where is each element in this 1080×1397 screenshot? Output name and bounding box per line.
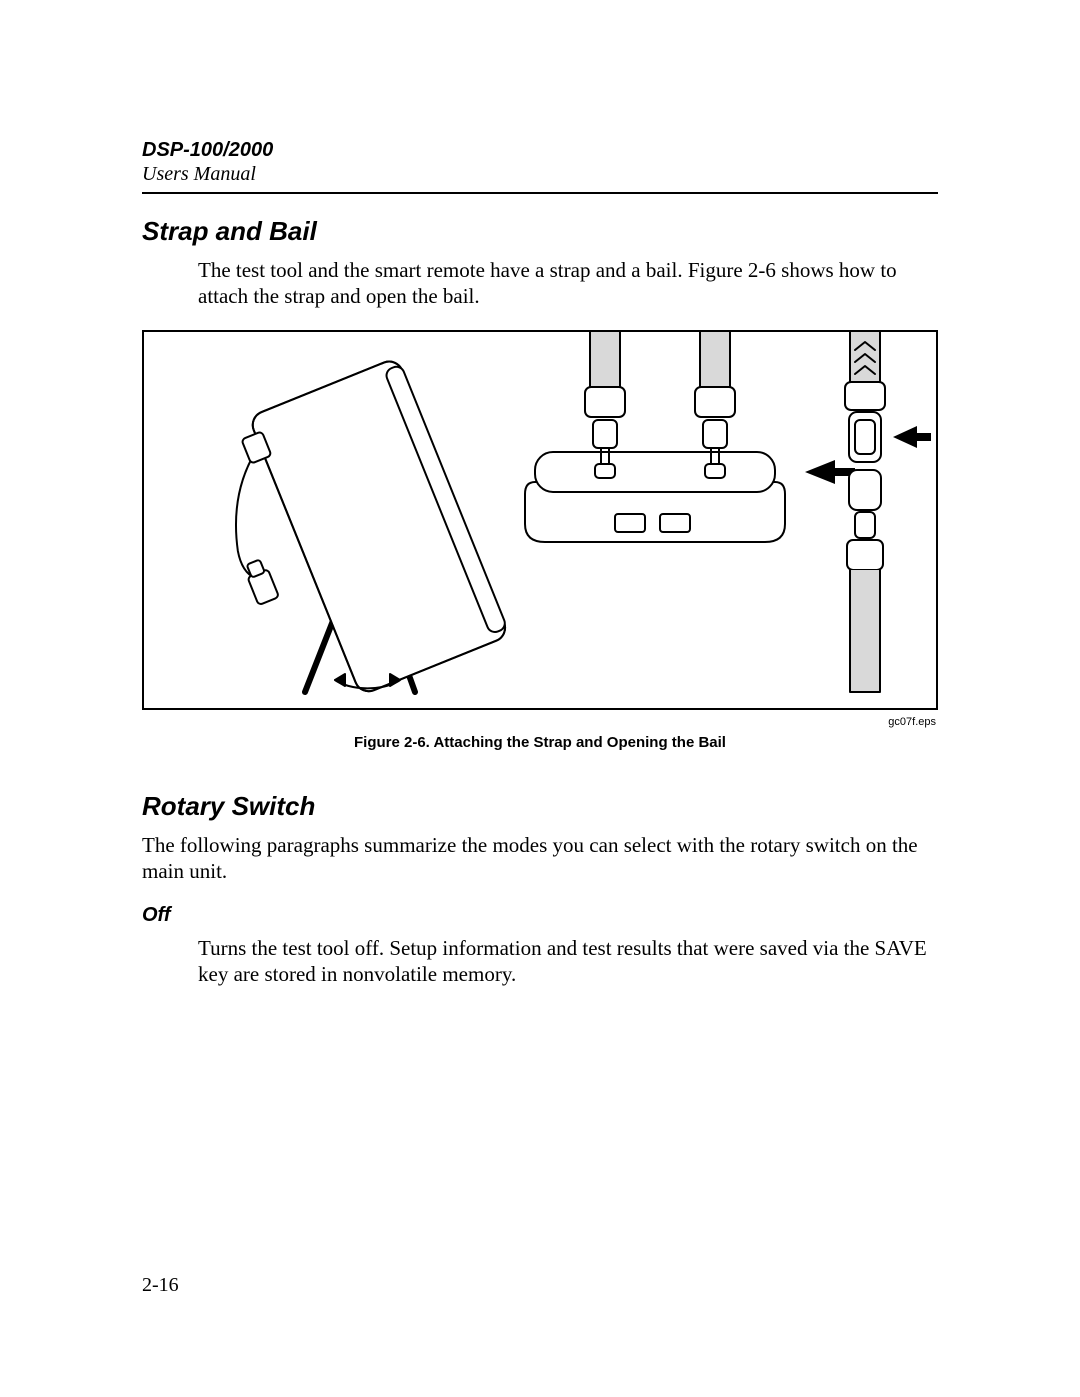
page-header: DSP-100/2000 Users Manual	[142, 138, 938, 186]
strap-bail-diagram-icon	[144, 332, 936, 708]
manual-page: DSP-100/2000 Users Manual Strap and Bail…	[0, 0, 1080, 1397]
section-rotary-switch-body: The following paragraphs summarize the m…	[142, 832, 938, 885]
section-strap-and-bail-title: Strap and Bail	[142, 216, 938, 247]
subsection-off-body: Turns the test tool off. Setup informati…	[198, 935, 938, 988]
figure-2-6	[142, 330, 938, 710]
header-rule	[142, 192, 938, 194]
figure-eps-label: gc07f.eps	[142, 716, 936, 728]
subsection-off-title: Off	[142, 904, 938, 927]
section-rotary-switch-title: Rotary Switch	[142, 791, 938, 822]
header-subtitle: Users Manual	[142, 162, 938, 186]
page-number: 2-16	[142, 1274, 179, 1297]
figure-caption: Figure 2-6. Attaching the Strap and Open…	[142, 734, 938, 751]
header-title: DSP-100/2000	[142, 138, 938, 162]
section-strap-and-bail-body: The test tool and the smart remote have …	[198, 257, 938, 310]
